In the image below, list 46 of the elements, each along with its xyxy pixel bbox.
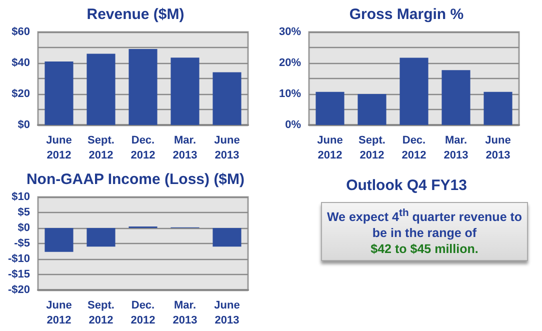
x-tick-label: June 2012	[46, 134, 72, 162]
bar	[44, 61, 74, 125]
chart-title: Non-GAAP Income (Loss) ($M)	[25, 171, 246, 188]
y-tick-label: -$15	[8, 268, 30, 280]
y-tick-label: -$10	[8, 253, 30, 265]
y-tick-label: $10	[12, 191, 30, 203]
y-tick-label: $40	[12, 57, 30, 69]
y-tick-label: 30%	[278, 26, 302, 38]
x-tick-label: June 2012	[46, 300, 72, 326]
y-tick-label: $0	[18, 119, 30, 131]
x-tick-label: Mar. 2013	[172, 300, 198, 326]
y-tick-label: $5	[18, 206, 30, 218]
y-tick-label: $0	[18, 222, 30, 234]
y-tick-label: -$20	[8, 284, 30, 296]
bar	[484, 92, 512, 125]
y-tick-label: -$5	[14, 238, 30, 250]
bar	[442, 70, 470, 125]
bar	[358, 94, 386, 125]
bar	[128, 49, 158, 125]
y-tick-label: 0%	[285, 119, 302, 131]
y-tick-label: 10%	[278, 88, 302, 100]
bar	[212, 72, 242, 125]
text: $42 to $45 million.	[370, 241, 480, 258]
chart-title: Revenue ($M)	[86, 6, 186, 23]
x-tick-label: Mar. 2013	[444, 134, 468, 162]
bar	[316, 92, 344, 125]
y-tick-label: $20	[12, 88, 30, 100]
x-tick-label: June 2013	[214, 134, 240, 162]
x-tick-label: Dec. 2012	[130, 134, 156, 162]
x-tick-label: Mar. 2013	[172, 134, 198, 162]
x-tick-label: Dec. 2012	[402, 134, 426, 162]
text: Outlook Q4 FY13	[345, 177, 468, 194]
x-tick-label: Sept. 2012	[88, 300, 114, 326]
x-tick-label: June 2012	[317, 134, 343, 162]
y-tick-label: $60	[12, 26, 30, 38]
bar	[400, 58, 428, 125]
x-tick-label: June 2013	[214, 300, 240, 326]
x-tick-label: Sept. 2012	[88, 134, 114, 162]
bar	[170, 58, 200, 125]
bar	[86, 54, 116, 125]
text: We expect 4$^{th}$ quarter revenue to be in the range of	[326, 207, 524, 242]
x-tick-label: June 2013	[485, 134, 511, 162]
x-tick-label: Dec. 2012	[130, 300, 156, 326]
y-tick-label: 20%	[278, 57, 302, 69]
chart-title: Gross Margin %	[348, 6, 465, 23]
x-tick-label: Sept. 2012	[358, 134, 386, 162]
